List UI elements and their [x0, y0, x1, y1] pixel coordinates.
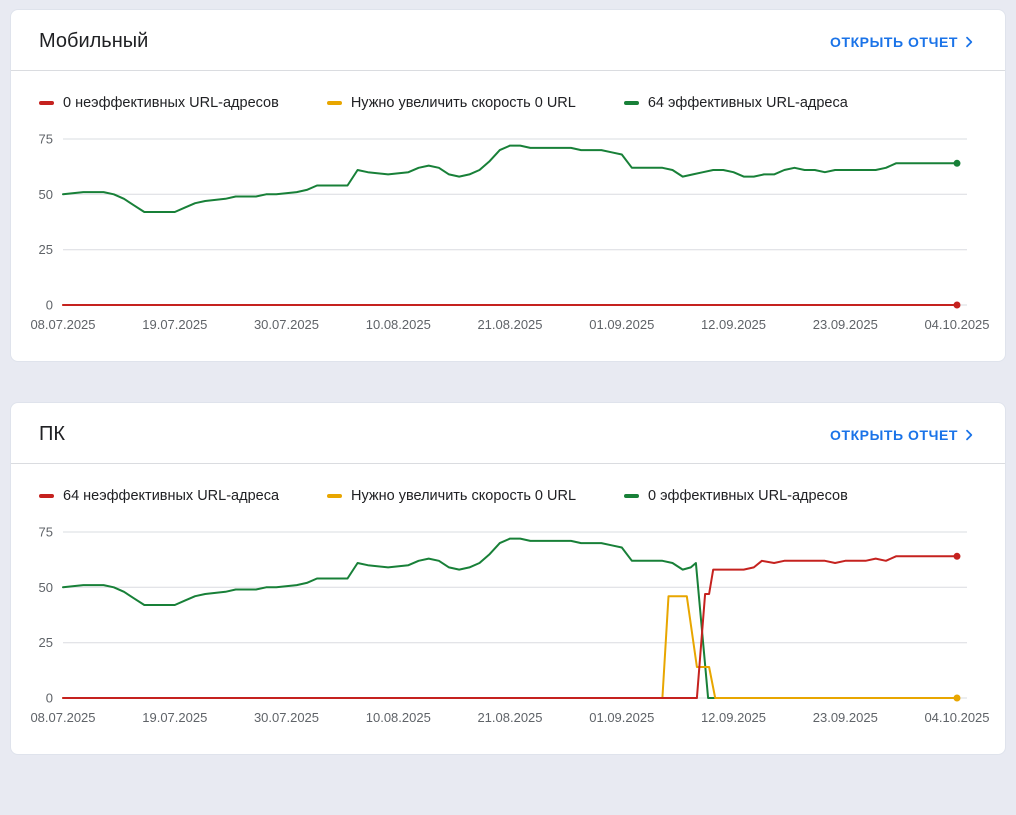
svg-text:30.07.2025: 30.07.2025 — [254, 710, 319, 725]
legend-item-needs-improvement-urls: Нужно увеличить скорость 0 URL — [326, 95, 576, 111]
svg-text:12.09.2025: 12.09.2025 — [701, 710, 766, 725]
good-swatch-icon — [624, 494, 640, 498]
desktop-report-card: ПК ОТКРЫТЬ ОТЧЕТ 64 неэффективных URL-ад… — [10, 402, 1006, 755]
poor-swatch-icon — [39, 494, 54, 498]
svg-text:50: 50 — [39, 187, 53, 202]
legend-label: Нужно увеличить скорость 0 URL — [350, 95, 576, 111]
svg-text:30.07.2025: 30.07.2025 — [254, 317, 319, 332]
page-title: ПК — [39, 423, 66, 445]
svg-text:25: 25 — [39, 242, 53, 257]
legend-item-good-urls: 64 эффективных URL-адреса — [623, 95, 848, 111]
legend-label: 0 эффективных URL-адресов — [648, 488, 848, 504]
mobile-card-header: Мобильный ОТКРЫТЬ ОТЧЕТ — [11, 10, 1005, 71]
poor-swatch-icon — [39, 101, 54, 105]
chart-legend: 64 неэффективных URL-адреса Нужно увелич… — [23, 464, 993, 504]
open-report-label: ОТКРЫТЬ ОТЧЕТ — [830, 426, 958, 443]
svg-text:01.09.2025: 01.09.2025 — [589, 710, 654, 725]
svg-text:08.07.2025: 08.07.2025 — [30, 710, 95, 725]
needs-improvement-swatch-icon — [327, 494, 343, 498]
svg-text:75: 75 — [39, 132, 53, 147]
open-report-label: ОТКРЫТЬ ОТЧЕТ — [830, 33, 958, 50]
mobile-report-card: Мобильный ОТКРЫТЬ ОТЧЕТ 0 неэффективных … — [10, 9, 1006, 362]
svg-text:12.09.2025: 12.09.2025 — [701, 317, 766, 332]
core-web-vitals-dashboard: Мобильный ОТКРЫТЬ ОТЧЕТ 0 неэффективных … — [10, 9, 1006, 755]
open-report-link[interactable]: ОТКРЫТЬ ОТЧЕТ — [830, 34, 977, 50]
chevron-right-icon — [966, 429, 973, 440]
legend-item-poor-urls: 0 неэффективных URL-адресов — [39, 95, 279, 111]
mobile-vitals-chart[interactable]: 0 25 50 75 08.07.2025 19.07.2025 30.07.2025 10.… — [23, 127, 989, 341]
open-report-link[interactable]: ОТКРЫТЬ ОТЧЕТ — [830, 427, 977, 443]
good-swatch-icon — [623, 101, 639, 105]
mobile-card-body: 0 неэффективных URL-адресов Нужно увелич… — [11, 71, 1005, 361]
svg-text:50: 50 — [39, 580, 53, 595]
svg-text:01.09.2025: 01.09.2025 — [589, 317, 654, 332]
svg-text:21.08.2025: 21.08.2025 — [477, 317, 542, 332]
legend-label: Нужно увеличить скорость 0 URL — [351, 488, 577, 504]
legend-item-needs-improvement-urls: Нужно увеличить скорость 0 URL — [327, 488, 576, 504]
needs-improvement-swatch-icon — [326, 101, 342, 105]
desktop-card-body: 64 неэффективных URL-адреса Нужно увелич… — [11, 464, 1005, 754]
legend-item-good-urls: 0 эффективных URL-адресов — [624, 488, 848, 504]
svg-text:0: 0 — [46, 691, 53, 706]
svg-text:10.08.2025: 10.08.2025 — [366, 710, 431, 725]
svg-text:08.07.2025: 08.07.2025 — [30, 317, 95, 332]
svg-text:25: 25 — [39, 635, 53, 650]
svg-text:10.08.2025: 10.08.2025 — [366, 317, 431, 332]
chevron-right-icon — [966, 36, 973, 47]
desktop-vitals-chart[interactable]: 0 25 50 75 08.07.2025 19.07.2025 30.07.2025 10.… — [23, 520, 989, 734]
svg-text:23.09.2025: 23.09.2025 — [813, 710, 878, 725]
svg-text:75: 75 — [39, 525, 53, 540]
page-title: Мобильный — [39, 30, 149, 52]
svg-text:0: 0 — [46, 298, 53, 313]
svg-text:19.07.2025: 19.07.2025 — [142, 710, 207, 725]
legend-label: 64 эффективных URL-адреса — [647, 95, 848, 111]
svg-text:04.10.2025: 04.10.2025 — [924, 710, 989, 725]
svg-text:23.09.2025: 23.09.2025 — [813, 317, 878, 332]
legend-item-poor-urls: 64 неэффективных URL-адреса — [39, 488, 279, 504]
legend-label: 64 неэффективных URL-адреса — [63, 488, 280, 504]
legend-label: 0 неэффективных URL-адресов — [63, 95, 279, 111]
desktop-card-header: ПК ОТКРЫТЬ ОТЧЕТ — [11, 403, 1005, 464]
svg-text:21.08.2025: 21.08.2025 — [477, 710, 542, 725]
svg-text:19.07.2025: 19.07.2025 — [142, 317, 207, 332]
svg-text:04.10.2025: 04.10.2025 — [924, 317, 989, 332]
chart-legend: 0 неэффективных URL-адресов Нужно увелич… — [23, 71, 993, 111]
